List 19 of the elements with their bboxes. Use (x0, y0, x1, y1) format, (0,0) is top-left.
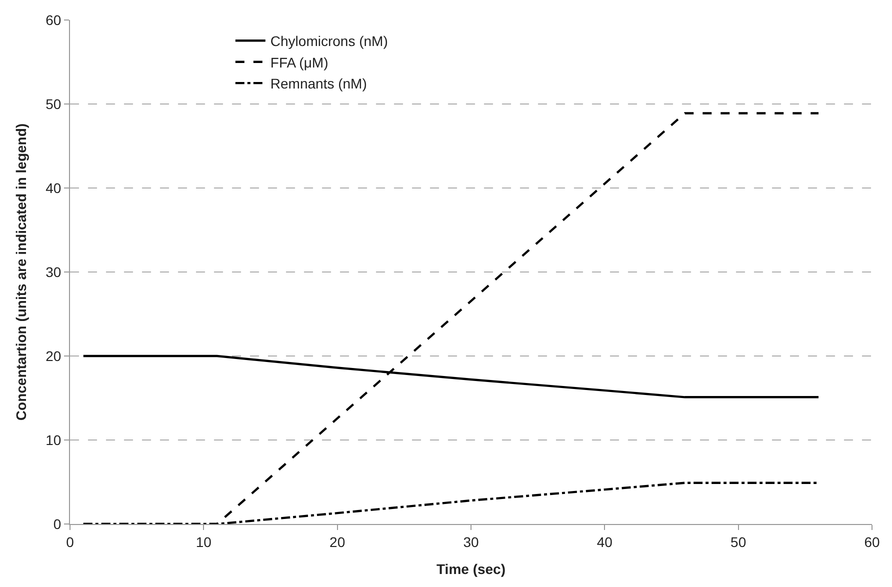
y-tick-label: 40 (46, 180, 62, 196)
x-tick-label: 10 (196, 534, 212, 550)
legend-label: Chylomicrons (nM) (270, 33, 388, 50)
y-tick-label: 50 (46, 96, 62, 112)
y-tick-label: 60 (46, 12, 62, 28)
y-tick-label: 0 (53, 516, 62, 532)
x-tick-label: 40 (596, 534, 613, 550)
x-axis-title: Time (sec) (436, 561, 506, 578)
y-tick-label: 30 (46, 264, 62, 280)
x-tick-label: 30 (463, 534, 479, 550)
x-tick-label: 0 (66, 534, 74, 550)
legend-label: Remnants (nM) (270, 76, 367, 92)
y-tick-label: 20 (46, 348, 62, 364)
legend-label: FFA (μM) (270, 54, 328, 70)
y-tick-label: 10 (46, 432, 62, 448)
x-tick-label: 60 (864, 534, 880, 550)
y-axis-title: Concentartion (units are indicated in legend) (13, 123, 30, 421)
x-tick-label: 20 (330, 534, 346, 550)
x-tick-label: 50 (730, 534, 746, 550)
